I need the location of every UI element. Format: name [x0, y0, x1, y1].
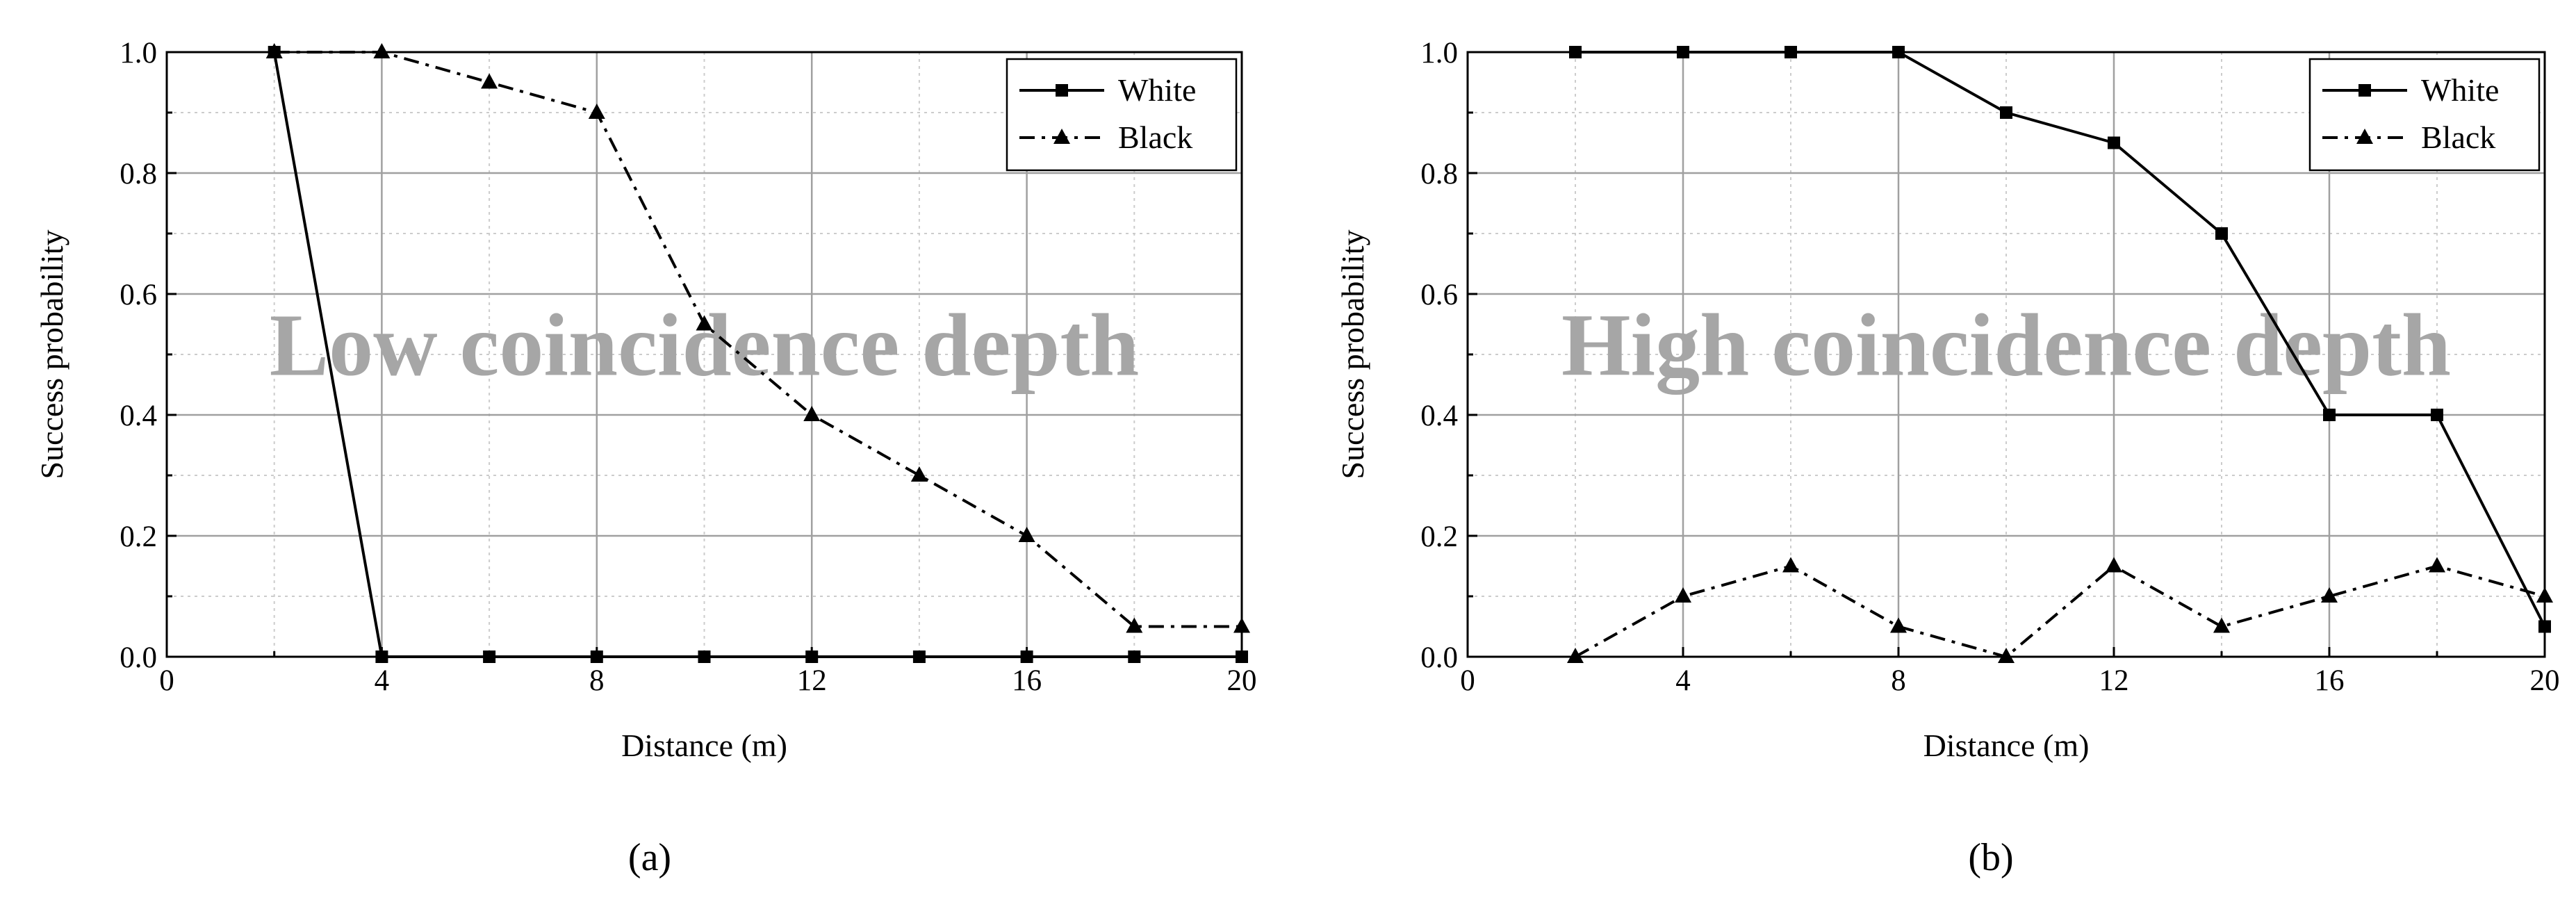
y-tick-label: 0.6 [120, 279, 157, 311]
chart-panel-b: High coincidence depth 0 4 8 12 16 20 0.0 0.2 0.4… [1335, 37, 2560, 879]
data-point-white [805, 651, 819, 663]
data-point-white [1677, 46, 1689, 58]
data-point-black [1998, 648, 2015, 663]
data-point-white [375, 651, 388, 663]
x-tick-label: 16 [2315, 664, 2345, 697]
x-axis: 0 4 8 12 16 20 [1460, 647, 2560, 697]
series-line-black [1575, 564, 2545, 659]
x-tick-label: 20 [2530, 664, 2560, 697]
data-point-black [481, 73, 498, 89]
y-axis: 0.0 0.2 0.4 0.6 0.8 1.0 [120, 37, 177, 674]
y-axis-label: Success probability [1335, 230, 1370, 480]
x-tick-label: 0 [1460, 664, 1475, 697]
y-tick-label: 0.4 [1420, 400, 1458, 432]
x-tick-label: 4 [1675, 664, 1691, 697]
series-black [1567, 557, 2553, 663]
series-line-white [1575, 51, 2546, 628]
x-tick-label: 12 [2099, 664, 2129, 697]
series-line-black [274, 51, 1242, 628]
data-point-white [1785, 46, 1797, 58]
legend-marker-white [2358, 84, 2371, 97]
data-point-white [2108, 136, 2120, 149]
x-tick-label: 0 [159, 664, 174, 697]
x-axis: 0 4 8 12 16 20 [159, 647, 1257, 697]
data-point-black [910, 466, 928, 482]
data-point-black [1567, 648, 1584, 663]
legend: White Black [1006, 58, 1238, 172]
legend-box [1006, 58, 1238, 172]
y-tick-label: 0.2 [1420, 521, 1458, 553]
legend-label-white: White [1118, 72, 1196, 108]
overlay-label: Low coincidence depth [270, 295, 1140, 394]
data-point-black [2321, 587, 2338, 603]
data-point-white [1128, 651, 1141, 663]
y-axis: 0.0 0.2 0.4 0.6 0.8 1.0 [1420, 37, 1477, 674]
data-point-white [698, 651, 711, 663]
minor-grid [167, 52, 1242, 657]
y-tick-label: 1.0 [1420, 37, 1458, 69]
data-point-white [483, 651, 496, 663]
data-point-white [2000, 106, 2012, 119]
panel-caption: (b) [1968, 836, 2013, 879]
y-tick-label: 0.8 [1420, 158, 1458, 190]
data-point-white [1020, 651, 1033, 663]
data-point-white [2538, 620, 2551, 633]
data-point-black [2213, 617, 2230, 633]
x-tick-label: 12 [797, 664, 827, 697]
legend-marker-black [1053, 129, 1070, 144]
legend-marker-white [1056, 84, 1068, 97]
data-point-black [373, 43, 391, 58]
legend-label-black: Black [1118, 120, 1192, 155]
x-tick-label: 8 [589, 664, 605, 697]
data-point-black [265, 43, 283, 58]
legend-label-white: White [2421, 72, 2499, 108]
data-point-black [1018, 527, 1035, 542]
y-tick-label: 0.0 [120, 641, 157, 674]
legend-box [2308, 58, 2541, 172]
data-point-black [696, 315, 713, 331]
data-point-white [912, 651, 926, 663]
legend-label-black: Black [2421, 120, 2495, 155]
y-tick-label: 0.2 [120, 521, 157, 553]
series-white [268, 46, 1248, 663]
data-point-black [1675, 587, 1691, 603]
x-axis-label: Distance (m) [1923, 728, 2090, 763]
data-point-white [1569, 46, 1582, 58]
y-tick-label: 1.0 [120, 37, 157, 69]
overlay-label: High coincidence depth [1561, 295, 2451, 394]
data-point-white [1236, 651, 1248, 663]
y-tick-label: 0.4 [120, 400, 157, 432]
series-white [1569, 46, 2551, 633]
series-line-white [272, 51, 1242, 658]
data-point-black [2429, 557, 2445, 573]
data-point-white [2431, 409, 2443, 421]
x-tick-label: 16 [1012, 664, 1042, 697]
data-point-white [1892, 46, 1905, 58]
y-tick-label: 0.6 [1420, 279, 1458, 311]
data-point-white [2323, 409, 2336, 421]
data-point-white [590, 651, 603, 663]
panel-caption: (a) [628, 836, 671, 879]
data-point-black [1782, 557, 1799, 573]
y-tick-label: 0.8 [120, 158, 157, 190]
x-tick-label: 8 [1891, 664, 1906, 697]
data-point-black [588, 104, 605, 119]
data-point-black [1126, 617, 1143, 633]
y-tick-label: 0.0 [1420, 641, 1458, 674]
data-point-black [803, 406, 821, 421]
x-tick-label: 20 [1227, 664, 1257, 697]
data-point-white [2215, 227, 2228, 240]
legend: White Black [2308, 58, 2541, 172]
data-point-black [2106, 557, 2122, 573]
legend-marker-black [2356, 129, 2373, 144]
x-tick-label: 4 [375, 664, 390, 697]
y-axis-label: Success probability [34, 230, 69, 480]
x-axis-label: Distance (m) [621, 728, 787, 763]
data-point-black [2536, 587, 2553, 603]
data-point-black [1890, 617, 1907, 633]
data-point-black [1233, 617, 1250, 633]
series-black [265, 43, 1250, 633]
